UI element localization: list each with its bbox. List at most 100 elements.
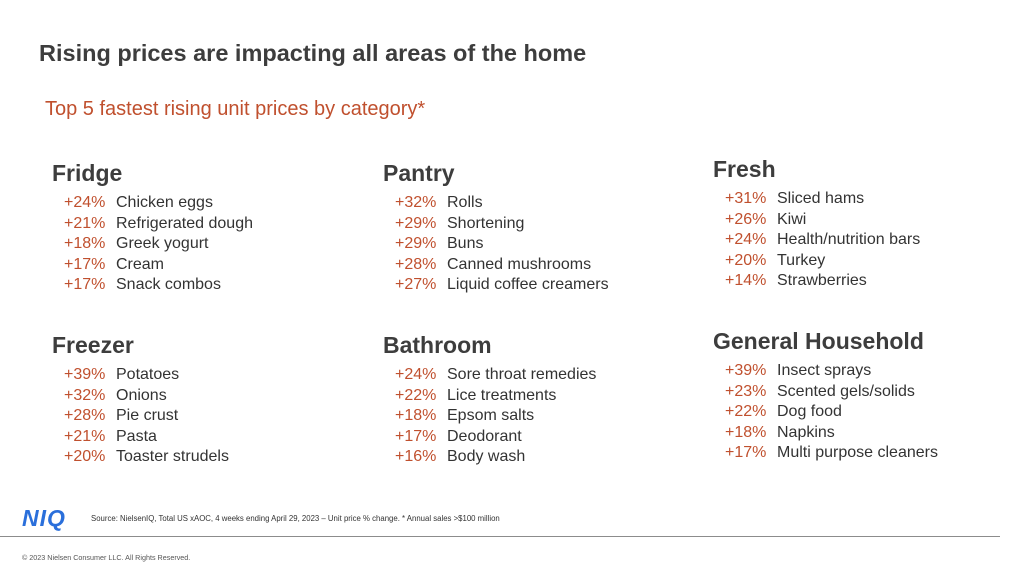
category-freezer: Freezer +39% Potatoes +32% Onions +28% Pie …	[52, 332, 229, 468]
list-item: +17% Cream	[52, 255, 253, 276]
page-subtitle: Top 5 fastest rising unit prices by cate…	[45, 98, 426, 120]
category-general-household: General Household +39% Insect sprays +23%…	[713, 328, 938, 464]
item-label: Potatoes	[116, 366, 180, 383]
item-percent: +27%	[395, 276, 437, 294]
list-item: +32% Onions	[52, 386, 229, 407]
item-percent: +28%	[64, 407, 106, 425]
item-label: Lice treatments	[447, 386, 557, 404]
item-label: Multi purpose cleaners	[777, 444, 938, 462]
item-label: Sore throat remedies	[447, 366, 597, 383]
item-percent: +20%	[725, 251, 767, 269]
item-percent: +18%	[725, 423, 767, 441]
list-item: +24% Sore throat remedies	[383, 365, 596, 386]
list-item: +22% Dog food	[713, 402, 938, 423]
item-label: Sliced hams	[777, 190, 865, 207]
item-percent: +28%	[395, 255, 437, 273]
list-item: +18% Epsom salts	[383, 406, 596, 427]
item-label: Snack combos	[116, 276, 221, 294]
list-item: +20% Toaster strudels	[52, 447, 229, 468]
category-title: Freezer	[52, 332, 134, 358]
item-percent: +17%	[64, 255, 106, 273]
category-pantry: Pantry +32% Rolls +29% Shortening +29% Buns…	[383, 160, 609, 296]
item-label: Body wash	[447, 448, 526, 466]
item-percent: +20%	[64, 448, 106, 466]
item-label: Greek yogurt	[116, 235, 209, 253]
item-percent: +14%	[725, 272, 767, 290]
list-item: +24% Chicken eggs	[52, 193, 253, 214]
copyright-notice: © 2023 Nielsen Consumer LLC. All Rights …	[22, 553, 191, 562]
list-item: +22% Lice treatments	[383, 386, 596, 407]
list-item: +39% Insect sprays	[713, 361, 938, 382]
item-label: Insect sprays	[777, 362, 872, 379]
category-fridge: Fridge +24% Chicken eggs +21% Refrigerated…	[52, 160, 253, 296]
item-percent: +39%	[725, 362, 767, 379]
list-item: +18% Greek yogurt	[52, 234, 253, 255]
list-item: +26% Kiwi	[713, 210, 920, 231]
item-label: Refrigerated dough	[116, 214, 253, 232]
list-item: +28% Pie crust	[52, 406, 229, 427]
item-percent: +32%	[64, 386, 106, 404]
page-title: Rising prices are impacting all areas of…	[39, 40, 587, 66]
item-label: Buns	[447, 235, 484, 253]
item-percent: +17%	[395, 427, 437, 445]
category-title: Fresh	[713, 156, 776, 182]
item-percent: +39%	[64, 366, 106, 383]
item-percent: +24%	[64, 194, 106, 211]
item-percent: +22%	[395, 386, 437, 404]
list-item: +39% Potatoes	[52, 365, 229, 386]
list-item: +14% Strawberries	[713, 271, 920, 292]
list-item: +32% Rolls	[383, 193, 609, 214]
category-bathroom: Bathroom +24% Sore throat remedies +22% Li…	[383, 332, 596, 468]
list-item: +29% Shortening	[383, 214, 609, 235]
list-item: +17% Multi purpose cleaners	[713, 443, 938, 464]
item-label: Pie crust	[116, 407, 179, 425]
item-label: Deodorant	[447, 427, 522, 445]
list-item: +17% Snack combos	[52, 275, 253, 296]
list-item: +28% Canned mushrooms	[383, 255, 609, 276]
item-label: Pasta	[116, 427, 157, 445]
list-item: +20% Turkey	[713, 251, 920, 272]
category-title: General Household	[713, 328, 924, 354]
list-item: +27% Liquid coffee creamers	[383, 275, 609, 296]
item-label: Turkey	[777, 251, 826, 269]
item-percent: +16%	[395, 448, 437, 466]
item-percent: +31%	[725, 190, 767, 207]
item-label: Chicken eggs	[116, 194, 213, 211]
item-label: Strawberries	[777, 272, 867, 290]
item-label: Shortening	[447, 214, 525, 232]
item-label: Napkins	[777, 423, 835, 441]
item-percent: +17%	[725, 444, 767, 462]
list-item: +21% Pasta	[52, 427, 229, 448]
list-item: +18% Napkins	[713, 423, 938, 444]
item-label: Health/nutrition bars	[777, 231, 921, 249]
list-item: +31% Sliced hams	[713, 189, 920, 210]
item-percent: +18%	[395, 407, 437, 425]
item-percent: +24%	[725, 231, 767, 249]
item-label: Kiwi	[777, 210, 807, 228]
item-label: Toaster strudels	[116, 448, 229, 466]
item-percent: +29%	[395, 235, 437, 253]
category-title: Pantry	[383, 160, 455, 186]
item-label: Dog food	[777, 403, 842, 421]
item-label: Canned mushrooms	[447, 255, 592, 273]
item-label: Rolls	[447, 194, 483, 211]
source-note: Source: NielsenIQ, Total US xAOC, 4 week…	[91, 514, 500, 523]
item-percent: +24%	[395, 366, 437, 383]
item-label: Cream	[116, 255, 165, 273]
item-percent: +21%	[64, 427, 106, 445]
item-percent: +17%	[64, 276, 106, 294]
item-percent: +32%	[395, 194, 437, 211]
footer-divider	[0, 536, 1000, 537]
item-percent: +29%	[395, 214, 437, 232]
item-label: Scented gels/solids	[777, 382, 915, 400]
list-item: +16% Body wash	[383, 447, 596, 468]
list-item: +23% Scented gels/solids	[713, 382, 938, 403]
niq-logo: NIQ	[22, 505, 66, 531]
item-percent: +23%	[725, 382, 767, 400]
list-item: +17% Deodorant	[383, 427, 596, 448]
item-label: Onions	[116, 386, 167, 404]
list-item: +24% Health/nutrition bars	[713, 230, 920, 251]
item-percent: +22%	[725, 403, 767, 421]
item-percent: +18%	[64, 235, 106, 253]
category-title: Fridge	[52, 160, 123, 186]
